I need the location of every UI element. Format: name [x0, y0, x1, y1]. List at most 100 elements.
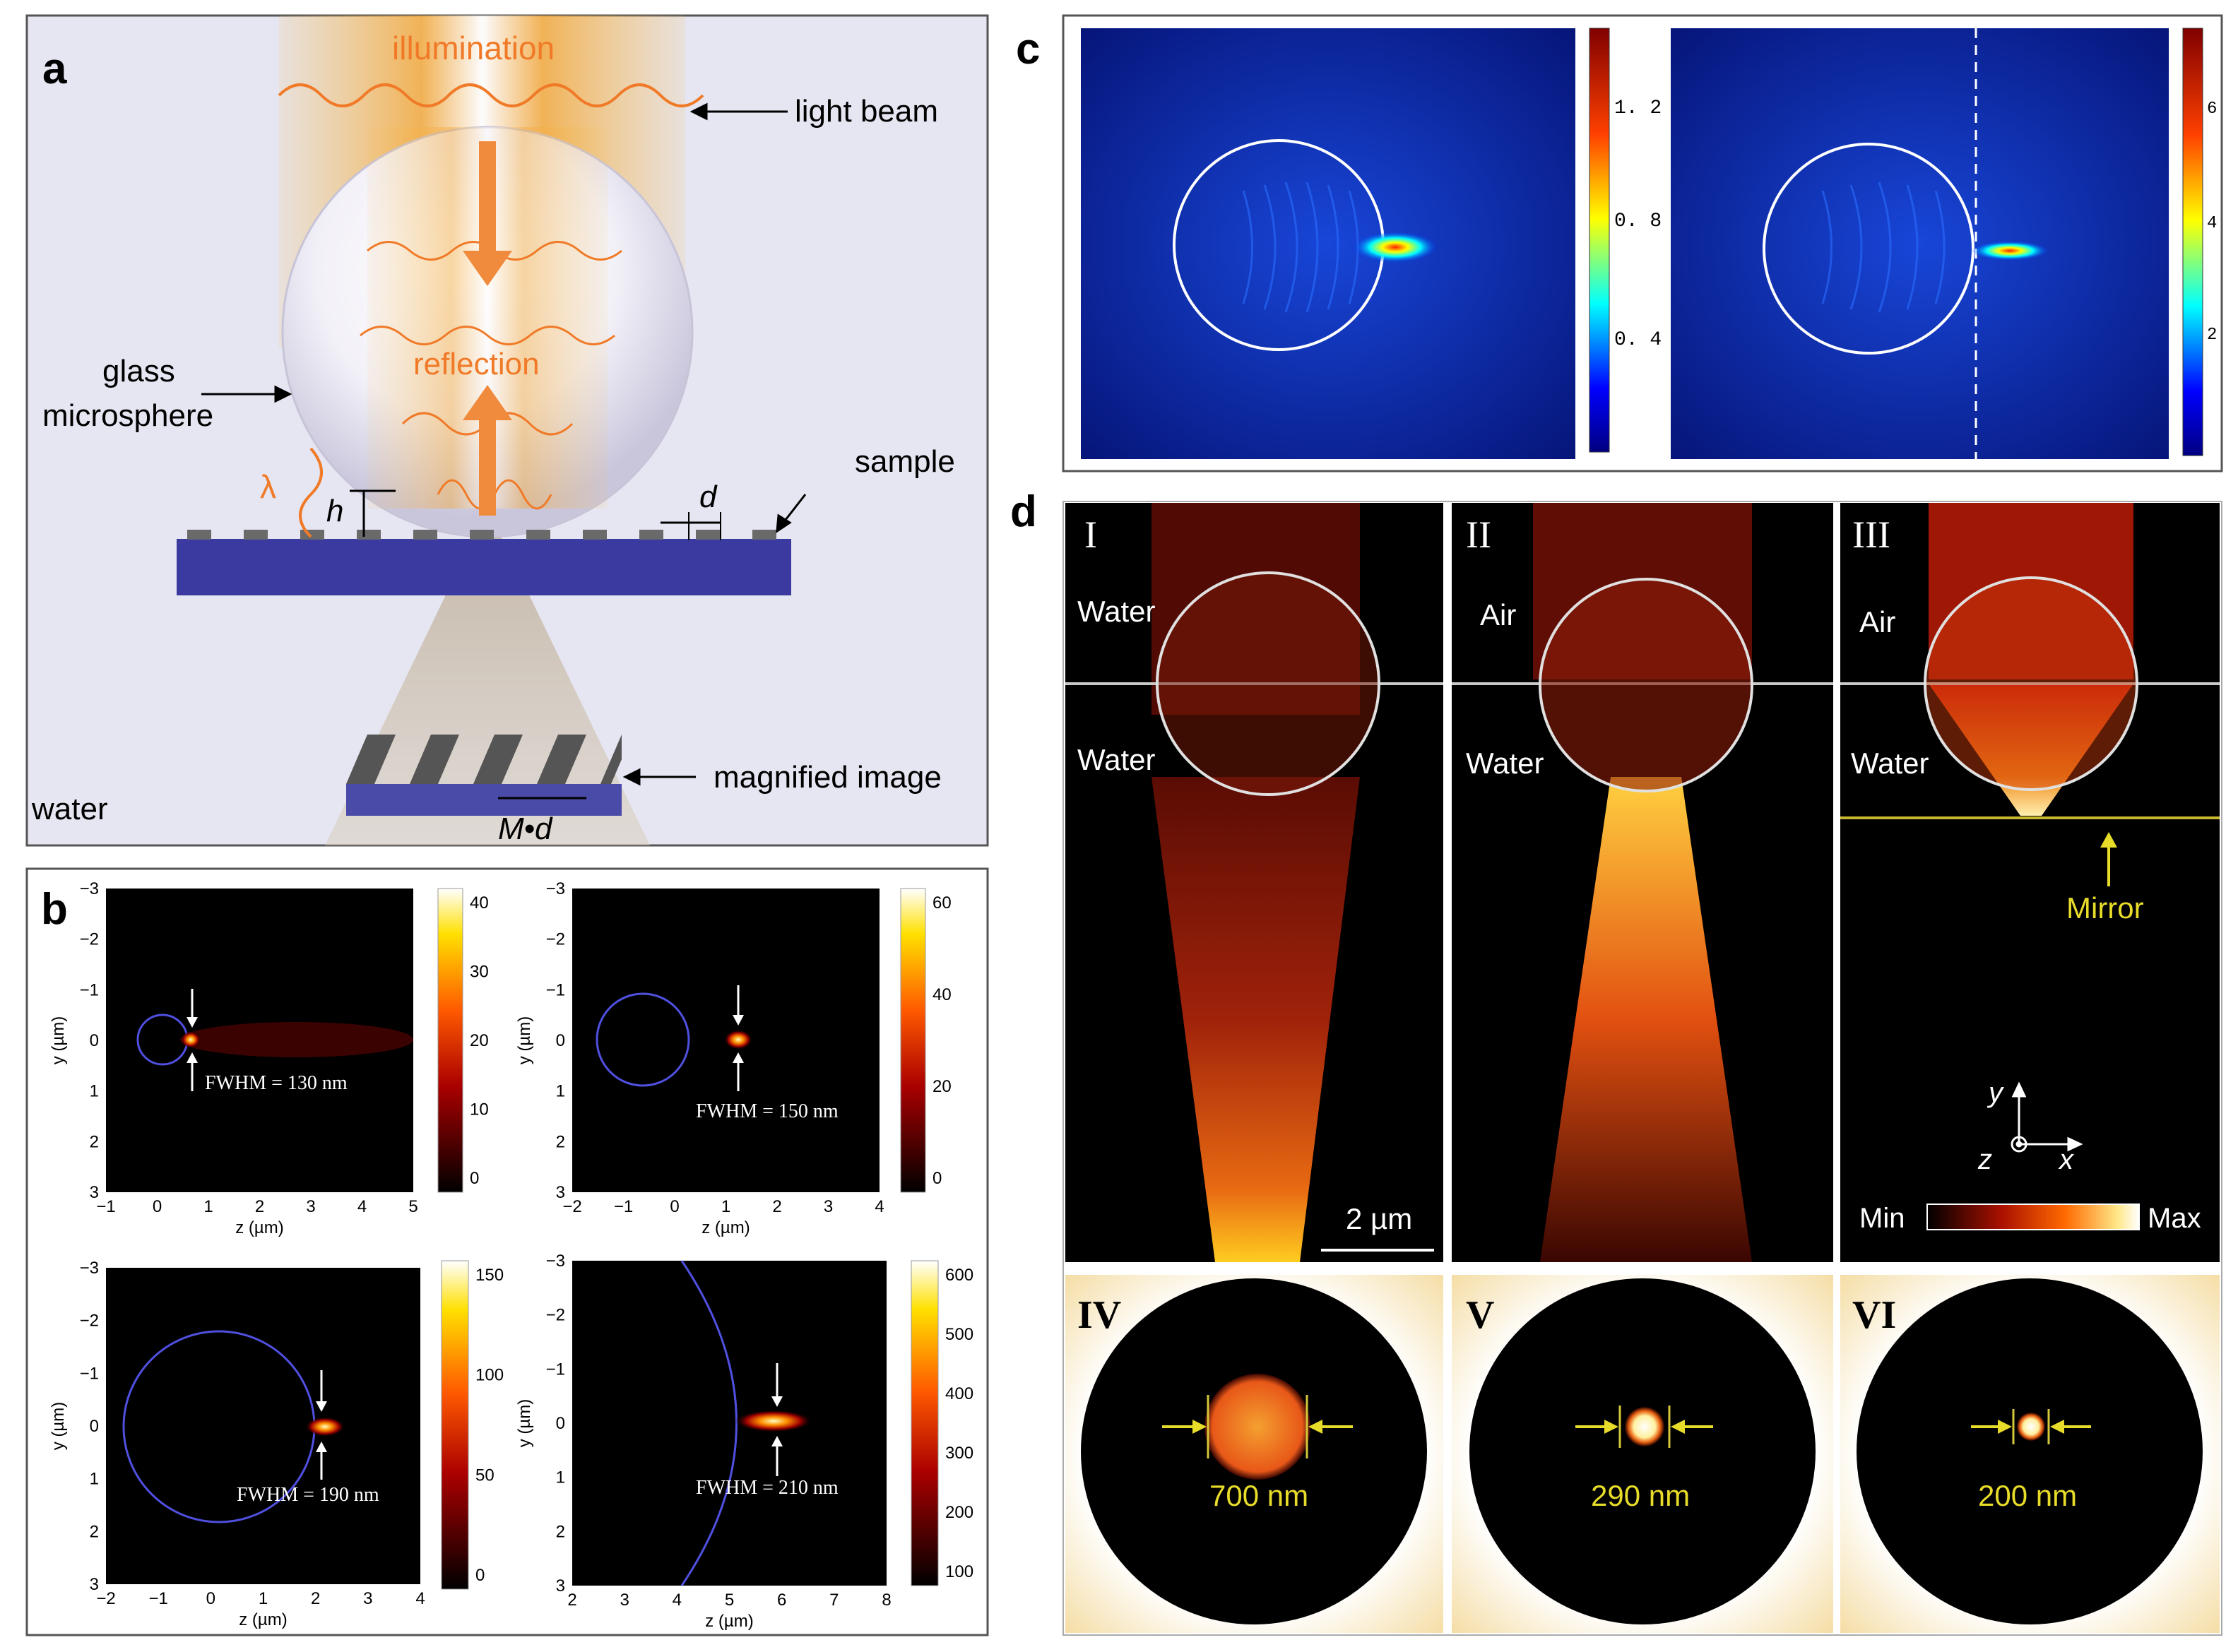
panel-c: c 1. 2 0. 8 0. 4 6 4 2: [1016, 14, 2223, 473]
b-plot-1-cbar-tick: 40: [470, 893, 489, 913]
d-label: d: [699, 480, 718, 514]
b-plot-1-ytick: 2: [90, 1132, 99, 1151]
b-plot-2-xtick: −2: [562, 1197, 581, 1216]
b-plot-2-cbar-tick: 40: [932, 985, 952, 1004]
panel-b: b FWHM = 130 nm FWHM = 150 nm: [25, 867, 989, 1636]
b-plot-3-fwhm: FWHM = 190 nm: [237, 1484, 379, 1506]
b-plot-2-cbar-tick: 20: [932, 1077, 952, 1096]
panel-c-label: c: [1016, 25, 1040, 73]
b-plot-1-xlabel: z (µm): [235, 1218, 283, 1237]
up-arrow-shaft: [479, 417, 496, 516]
microsphere-label: microsphere: [42, 398, 213, 433]
b-plot-1-ytick: 0: [90, 1031, 99, 1050]
c-right-cbar-1: 6: [2207, 100, 2217, 119]
c-left-hotspot: [1353, 232, 1438, 263]
b-plot-1-xtick: 3: [306, 1197, 315, 1216]
b-plot-4-ytick: −1: [546, 1360, 565, 1379]
reflection-label: reflection: [413, 347, 540, 381]
b-plot-1-xtick: 4: [357, 1197, 367, 1216]
d-II-top-medium: Air: [1480, 598, 1516, 631]
b-plot-1: FWHM = 130 nm: [106, 888, 463, 1193]
d-III-mirror-label: Mirror: [2066, 891, 2144, 925]
d-V-label: V: [1466, 1293, 1494, 1337]
min-max-colorbar: [1926, 1204, 2140, 1230]
b-plot-2-sphere: [596, 992, 690, 1087]
d-IV-size: 700 nm: [1209, 1479, 1308, 1512]
d-spot-V: V 290 nm: [1452, 1275, 1833, 1633]
b-plot-4-xtick: 6: [777, 1591, 786, 1610]
b-plot-2-ytick: 3: [556, 1183, 565, 1202]
down-arrow-shaft: [479, 141, 496, 254]
d-II-beam-bottom: [1540, 777, 1752, 1262]
b-plot-2-xtick: 1: [721, 1197, 730, 1216]
b-plot-3-ytick: 2: [90, 1522, 99, 1541]
c-left-cbar-3: 0. 4: [1614, 329, 1662, 351]
b-plot-2-ylabel: y (µm): [515, 1016, 534, 1064]
b-plot-4-xtick: 4: [673, 1591, 682, 1610]
h-label: h: [326, 494, 343, 528]
b-plot-4-cbar-tick: 100: [945, 1562, 973, 1581]
d-column-III: III Air Water Mirror y z x Min Max: [1840, 503, 2220, 1262]
b-plot-4-xtick: 7: [829, 1591, 839, 1610]
up-arrow-head: [463, 385, 512, 420]
d-column-I: I Water Water 2 µm: [1065, 503, 1443, 1262]
d-III-bottom-medium: Water: [1851, 747, 1929, 780]
b-plot-3-xtick: 3: [363, 1589, 372, 1608]
d-VI-label: VI: [1852, 1293, 1896, 1337]
d-V-spot: [1625, 1407, 1664, 1446]
pointer-arrows: [201, 102, 807, 786]
axis-y-label: y: [1987, 1077, 2005, 1108]
b-plot-4-cbar: [911, 1260, 939, 1586]
b-plot-3-xtick: 4: [415, 1589, 425, 1608]
lambda-squiggle: [299, 447, 323, 538]
b-plot-3-cbar: [441, 1260, 469, 1590]
d-spot-IV: IV 700 nm: [1065, 1275, 1443, 1633]
b-plot-1-xtick: −1: [96, 1197, 115, 1216]
d-I-top-medium: Water: [1077, 595, 1155, 628]
max-label: Max: [2148, 1203, 2201, 1234]
md-label: M•d: [498, 812, 553, 846]
b-plot-1-hotspot: [181, 1031, 201, 1048]
d-III-label: III: [1852, 513, 1890, 556]
b-plot-3-ytick: 0: [90, 1417, 99, 1436]
b-plot-3-ylabel: y (µm): [49, 1402, 68, 1450]
b-plot-3-xtick: 1: [259, 1589, 268, 1608]
b-plot-3-cbar-tick: 150: [475, 1266, 504, 1285]
b-plot-1-cbar: [437, 888, 463, 1193]
c-right-cbar: [2182, 28, 2203, 456]
b-plot-1-cbar-tick: 0: [470, 1169, 479, 1188]
c-right-cbar-3: 2: [2207, 326, 2217, 345]
d-I-scale-label: 2 µm: [1346, 1202, 1412, 1235]
panel-d-label: d: [1010, 487, 1037, 536]
b-plot-2-ytick: −2: [546, 930, 565, 949]
b-plot-1-xtick: 5: [408, 1197, 418, 1216]
b-plot-2-ytick: −1: [546, 980, 565, 999]
b-plot-1-cbar-tick: 10: [470, 1100, 489, 1119]
water-label: water: [31, 792, 108, 826]
c-right-stripes: [1821, 182, 1946, 313]
b-plot-1-ytick: 1: [90, 1082, 99, 1101]
b-plot-2-xtick: −1: [614, 1197, 633, 1216]
b-plot-2-ytick: 0: [556, 1031, 565, 1050]
d-III-top-medium: Air: [1859, 605, 1895, 638]
b-plot-2-xtick: 3: [824, 1197, 833, 1216]
b-plot-4-cbar-tick: 200: [945, 1503, 973, 1522]
b-plot-4: FWHM = 210 nm: [572, 1260, 939, 1586]
b-plot-3: FWHM = 190 nm: [106, 1260, 469, 1590]
d-VI-spot: [2017, 1413, 2045, 1441]
b-plot-4-ytick: 0: [556, 1414, 565, 1433]
panel-d: d I Water Water 2 µm II Air Water: [1010, 487, 2222, 1636]
b-plot-2-cbar-tick: 0: [932, 1169, 942, 1188]
c-left-cbar: [1589, 28, 1610, 453]
b-plot-2-xlabel: z (µm): [701, 1218, 750, 1237]
d-IV-spot: [1204, 1374, 1310, 1480]
b-plot-4-cbar-tick: 500: [945, 1325, 973, 1344]
b-plot-3-xtick: 0: [206, 1589, 215, 1608]
b-plot-3-cbar-tick: 100: [475, 1366, 504, 1385]
b-plot-1-cbar-tick: 30: [470, 963, 489, 982]
d-I-bottom-medium: Water: [1077, 743, 1155, 776]
b-plot-3-ytick: −1: [80, 1364, 99, 1383]
b-plot-4-ytick: −2: [546, 1306, 565, 1325]
light-beam-wave: [278, 83, 704, 107]
